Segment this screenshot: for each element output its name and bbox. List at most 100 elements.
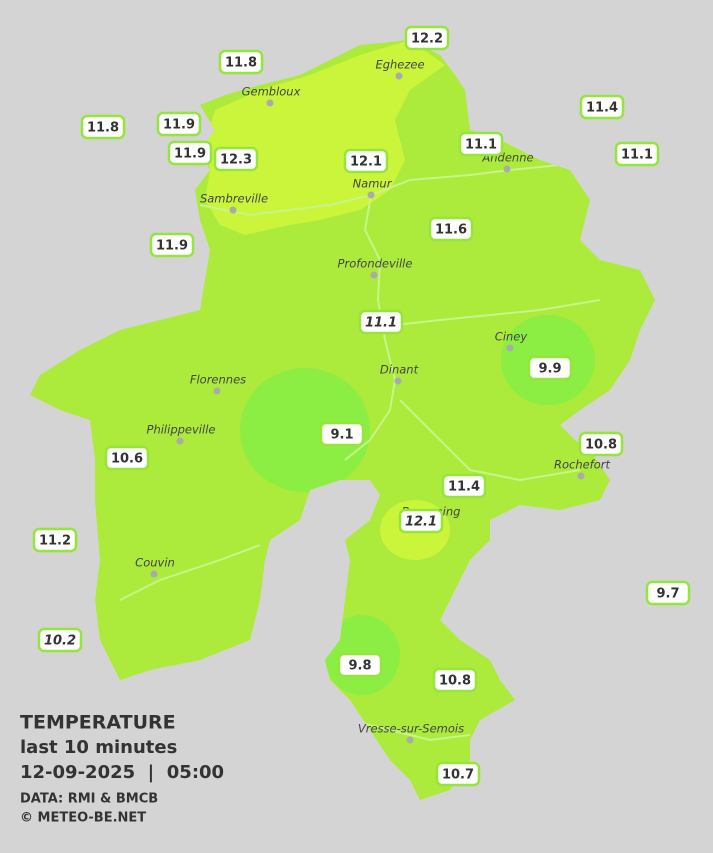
station-value: 9.8 [348,659,371,674]
station-value: 11.9 [174,147,206,162]
station: 11.9 [156,111,202,137]
city-label: Couvin [135,556,175,570]
station-value: 12.1 [350,155,382,170]
city-dot [406,736,414,744]
legend-title: TEMPERATURE [20,712,176,734]
station-value: 11.6 [435,223,467,238]
city-label: Florennes [190,373,246,387]
station-value: 11.4 [586,101,618,116]
station-box [578,431,624,457]
station: 9.1 [319,421,365,447]
station-box [343,148,389,174]
station-value: 12.1 [405,515,437,530]
city-label: Namur [353,177,393,191]
station-value: 11.9 [163,118,195,133]
station-value: 9.9 [538,362,561,377]
station-box [527,355,573,381]
city-dot [577,472,585,480]
station-box [149,232,195,258]
rivers [119,164,601,742]
station-value: 11.1 [365,316,397,331]
city-label: Philippeville [147,423,216,437]
station-box [319,421,365,447]
station: 10.2 [37,627,83,653]
station-value: 11.8 [87,121,119,136]
city-label: Eghezee [375,58,424,72]
station-box [80,114,126,140]
station-value: 11.9 [156,239,188,254]
station-value: 11.4 [448,480,480,495]
station: 12.2 [404,25,450,51]
station: 12.1 [398,508,444,534]
station-box [218,49,264,75]
station-value: 10.2 [44,634,76,649]
city-dot [213,387,221,395]
station-box [32,527,78,553]
station: 11.1 [358,309,404,335]
station: 11.1 [458,131,504,157]
station-box [428,216,474,242]
city-dot [506,344,514,352]
city-label: Dinant [380,363,419,377]
station-value: 12.3 [220,153,252,168]
legend-credit: © METEO-BE.NET [20,811,146,826]
zone-cool [240,368,370,492]
station-box [404,25,450,51]
city-label: Sambreville [200,192,268,206]
station-value: 10.8 [585,438,617,453]
station-box [358,309,404,335]
city-label: Rochefort [554,458,611,472]
station: 9.8 [337,652,383,678]
station: 12.3 [213,146,259,172]
station: 11.1 [614,141,660,167]
station-box [645,580,691,606]
station-value: 11.8 [225,56,257,71]
city-dot [367,191,375,199]
station: 11.4 [579,94,625,120]
city-dot [370,271,378,279]
station: 11.8 [218,49,264,75]
station: 10.6 [104,445,150,471]
station: 9.9 [527,355,573,381]
city-dot [503,165,511,173]
station-box [167,140,213,166]
station-box [614,141,660,167]
zone-warm [205,40,445,235]
station: 11.9 [167,140,213,166]
city-label: Vresse-sur-Semois [358,722,464,736]
station: 10.8 [578,431,624,457]
legend-period: last 10 minutes [20,737,177,758]
station-box [579,94,625,120]
station-value: 10.7 [442,768,474,783]
station-box [156,111,202,137]
station: 10.7 [435,761,481,787]
city-dot [150,570,158,578]
city-label: Profondeville [338,257,413,271]
city-dot [266,99,274,107]
station-value: 11.1 [465,138,497,153]
station-box [432,667,478,693]
station: 11.2 [32,527,78,553]
station: 12.1 [343,148,389,174]
city-label: Ciney [495,330,528,344]
city-dot [394,377,402,385]
station: 10.8 [432,667,478,693]
station-box [213,146,259,172]
station-box [458,131,504,157]
station: 11.8 [80,114,126,140]
station-value: 10.6 [111,452,143,467]
station-box [441,473,487,499]
city-label: Gembloux [242,85,301,99]
station: 11.9 [149,232,195,258]
station-box [337,652,383,678]
station-box [435,761,481,787]
station-value: 11.1 [621,148,653,163]
station-value: 10.8 [439,674,471,689]
station-value: 9.1 [330,428,353,443]
legend-datetime: 12-09-2025 | 05:00 [20,762,224,783]
station-value: 11.2 [39,534,71,549]
station-value: 12.2 [411,32,443,47]
city-dot [176,437,184,445]
station: 9.7 [645,580,691,606]
